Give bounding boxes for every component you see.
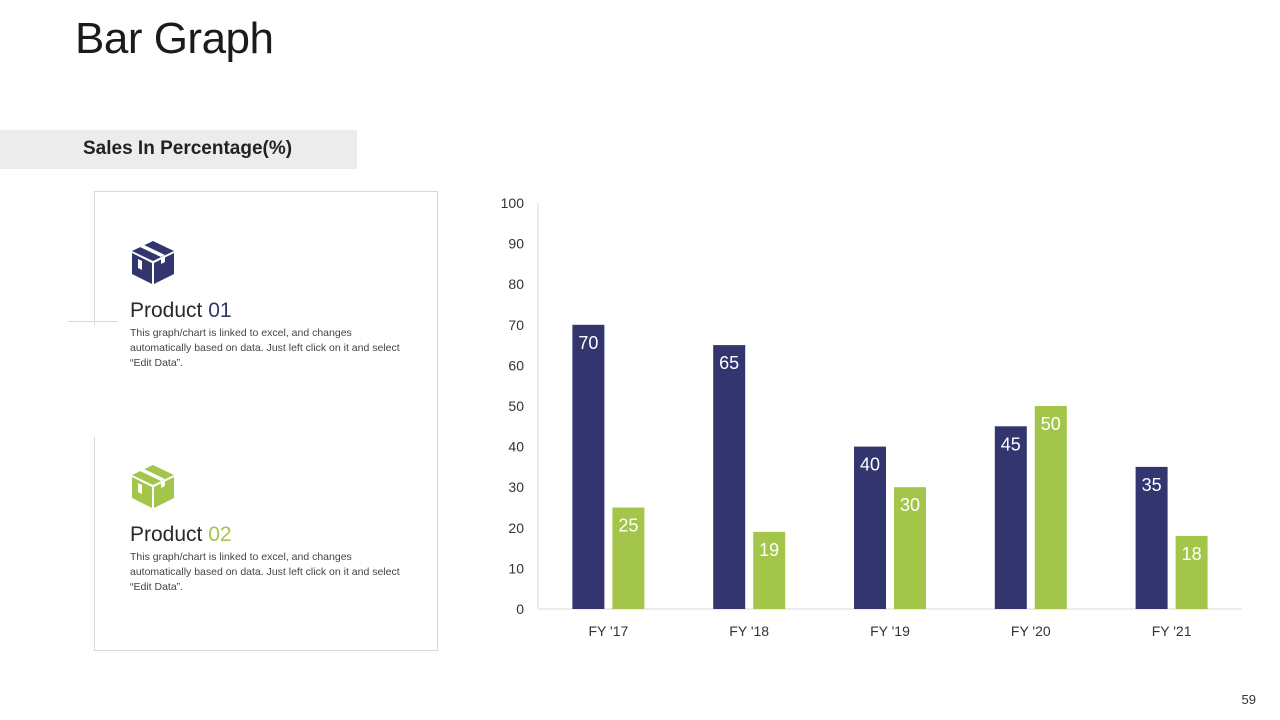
product-description: This graph/chart is linked to excel, and… [130, 327, 400, 369]
bar [572, 324, 605, 609]
x-tick-label: FY '17 [589, 623, 629, 639]
bar [1175, 535, 1208, 609]
bar [854, 446, 886, 609]
bar-data-label: 65 [719, 353, 739, 373]
y-tick-label: 50 [508, 398, 524, 414]
x-tick-label: FY '18 [729, 623, 769, 639]
x-tick-label: FY '20 [1011, 623, 1051, 639]
bar-data-label: 19 [759, 540, 779, 560]
page-number: 59 [1241, 692, 1256, 707]
bar-data-label: 25 [618, 516, 638, 536]
bar-data-label: 40 [860, 455, 880, 475]
y-tick-label: 80 [508, 276, 524, 292]
product-title-2: Product 02 [130, 523, 420, 547]
bar-data-label: 30 [900, 495, 920, 515]
card-divider-line [68, 321, 118, 322]
bar-data-label: 18 [1182, 544, 1202, 564]
bar [713, 345, 746, 609]
y-tick-label: 20 [508, 520, 524, 536]
box-icon [132, 241, 174, 284]
product-block-1: Product 01 This graph/chart is linked to… [130, 239, 420, 371]
bar [1135, 466, 1168, 609]
y-tick-label: 0 [516, 601, 524, 617]
x-tick-label: FY '19 [870, 623, 910, 639]
y-tick-label: 70 [508, 317, 524, 333]
card-frame-gap [93, 325, 96, 437]
section-header-bar [0, 130, 357, 169]
bar [753, 531, 786, 609]
bar [994, 426, 1027, 609]
product-number: 02 [208, 523, 232, 546]
product-name-label: Product [130, 523, 203, 546]
y-tick-label: 60 [508, 357, 524, 373]
page-title: Bar Graph [75, 14, 274, 63]
x-tick-label: FY '21 [1152, 623, 1192, 639]
y-tick-label: 30 [508, 479, 524, 495]
bar-data-label: 45 [1001, 434, 1021, 454]
product-title-1: Product 01 [130, 299, 420, 323]
product-block-2: Product 02 This graph/chart is linked to… [130, 463, 420, 595]
product-description: This graph/chart is linked to excel, and… [130, 551, 400, 593]
bar-data-label: 35 [1142, 475, 1162, 495]
product-number: 01 [208, 299, 232, 322]
y-tick-label: 90 [508, 236, 524, 252]
bar-data-label: 70 [578, 333, 598, 353]
bar [612, 507, 645, 609]
box-icon [132, 465, 174, 508]
y-tick-label: 40 [508, 439, 524, 455]
section-title: Sales In Percentage(%) [83, 138, 293, 159]
product-name-label: Product [130, 299, 203, 322]
bar-data-label: 50 [1041, 414, 1061, 434]
bar [1034, 406, 1067, 609]
y-tick-label: 10 [508, 560, 524, 576]
y-tick-label: 100 [501, 195, 525, 211]
bar [894, 487, 926, 609]
